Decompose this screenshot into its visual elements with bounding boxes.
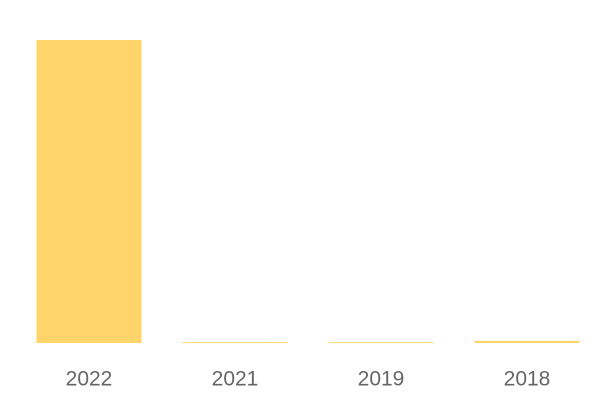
bar <box>36 40 142 343</box>
bar <box>474 340 580 343</box>
x-tick-label: 2018 <box>504 368 551 391</box>
x-tick-label: 2021 <box>212 368 259 391</box>
x-tick-label: 2022 <box>66 368 113 391</box>
bar <box>182 342 288 344</box>
bar <box>328 342 434 344</box>
x-tick-label: 2019 <box>358 368 405 391</box>
